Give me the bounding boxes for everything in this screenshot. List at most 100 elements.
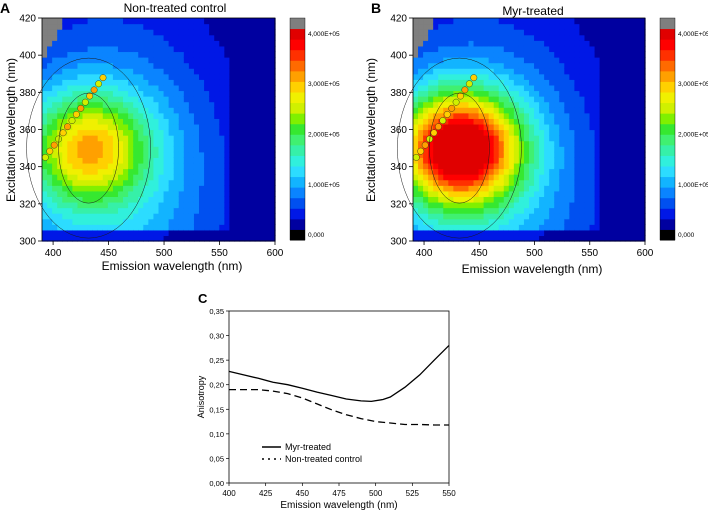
heatmap-cell bbox=[534, 29, 540, 36]
heatmap-cell bbox=[614, 18, 621, 25]
heatmap-cell bbox=[513, 218, 520, 225]
heatmap-cell bbox=[42, 201, 48, 209]
heatmap-cell bbox=[188, 179, 195, 186]
heatmap-cell bbox=[483, 96, 490, 103]
heatmap-cell bbox=[604, 123, 611, 131]
heatmap-cell bbox=[188, 146, 195, 153]
heatmap-cell bbox=[428, 23, 434, 30]
heatmap-cell bbox=[478, 51, 485, 58]
heatmap-cell bbox=[629, 196, 636, 203]
heatmap-cell bbox=[188, 235, 195, 242]
heatmap-cell bbox=[47, 196, 53, 203]
heatmap-cell bbox=[138, 57, 144, 64]
heatmap-cell bbox=[259, 68, 266, 75]
heatmap-cell bbox=[224, 45, 231, 53]
heatmap-cell bbox=[259, 34, 266, 41]
heatmap-cell bbox=[488, 213, 495, 220]
heatmap-cell bbox=[92, 157, 99, 164]
heatmap-cell bbox=[234, 101, 241, 108]
heatmap-cell bbox=[153, 151, 160, 158]
heatmap-cell bbox=[529, 196, 535, 203]
heatmap-cell bbox=[67, 79, 73, 86]
heatmap-cell bbox=[163, 18, 170, 25]
heatmap-cell bbox=[619, 123, 626, 131]
heatmap-cell bbox=[574, 151, 581, 158]
heatmap-cell bbox=[133, 73, 139, 80]
heatmap-cell bbox=[168, 129, 175, 136]
heatmap-cell bbox=[72, 68, 79, 75]
heatmap-cell bbox=[249, 40, 256, 47]
heatmap-cell bbox=[244, 118, 251, 125]
heatmap-cell bbox=[594, 151, 601, 158]
heatmap-cell bbox=[254, 96, 261, 103]
heatmap-cell bbox=[589, 96, 596, 103]
heatmap-cell bbox=[97, 40, 104, 47]
heatmap-cell bbox=[269, 146, 276, 153]
heatmap-cell bbox=[199, 201, 205, 209]
heatmap-cell bbox=[418, 190, 424, 197]
heatmap-cell bbox=[418, 179, 424, 186]
heatmap-cell bbox=[112, 45, 119, 53]
heatmap-cell bbox=[529, 62, 535, 69]
heatmap-cell bbox=[259, 146, 266, 153]
heatmap-cell bbox=[62, 185, 68, 192]
heatmap-cell bbox=[629, 34, 636, 41]
heatmap-cell bbox=[254, 107, 261, 114]
heatmap-cell bbox=[102, 62, 109, 69]
heatmap-cell bbox=[498, 101, 505, 108]
heatmap-cell bbox=[229, 123, 236, 131]
heatmap-cell bbox=[133, 57, 139, 64]
heatmap-cell bbox=[138, 151, 144, 158]
heatmap-cell bbox=[629, 118, 636, 125]
heatmap-cell bbox=[209, 185, 215, 192]
heatmap-cell bbox=[219, 151, 225, 158]
heatmap-cell bbox=[453, 112, 459, 119]
heatmap-cell bbox=[574, 196, 581, 203]
heatmap-cell bbox=[77, 118, 84, 125]
heatmap-cell bbox=[204, 146, 210, 153]
heatmap-cell bbox=[483, 62, 490, 69]
heatmap-cell bbox=[554, 90, 560, 97]
heatmap-cell bbox=[478, 68, 485, 75]
heatmap-cell bbox=[158, 213, 165, 220]
heatmap-cell bbox=[254, 57, 261, 64]
heatmap-cell bbox=[209, 207, 215, 214]
heatmap-cell bbox=[433, 174, 439, 181]
heatmap-cell bbox=[599, 79, 606, 86]
heatmap-cell bbox=[438, 96, 444, 103]
heatmap-cell bbox=[224, 51, 231, 58]
heatmap-cell bbox=[193, 174, 200, 181]
heatmap-cell bbox=[143, 135, 149, 142]
heatmap-cell bbox=[534, 112, 540, 119]
heatmap-cell bbox=[443, 79, 449, 86]
heatmap-cell bbox=[443, 40, 449, 47]
heatmap-cell bbox=[554, 45, 560, 53]
heatmap-cell bbox=[513, 151, 520, 158]
heatmap-cell bbox=[97, 224, 104, 231]
heatmap-cell bbox=[204, 23, 210, 30]
heatmap-cell bbox=[153, 29, 160, 36]
heatmap-cell bbox=[143, 57, 149, 64]
heatmap-cell bbox=[508, 101, 515, 108]
heatmap-cell bbox=[173, 185, 180, 192]
heatmap-cell bbox=[594, 101, 601, 108]
heatmap-cell bbox=[534, 129, 540, 136]
heatmap-cell bbox=[523, 45, 530, 53]
heatmap-cell bbox=[453, 196, 459, 203]
heatmap-cell bbox=[483, 151, 490, 158]
heatmap-cell bbox=[47, 40, 53, 47]
heatmap-cell bbox=[87, 29, 94, 36]
heatmap-cell bbox=[619, 151, 626, 158]
heatmap-cell bbox=[224, 146, 231, 153]
heatmap-cell bbox=[254, 179, 261, 186]
heatmap-cell bbox=[413, 107, 419, 114]
heatmap-cell bbox=[614, 57, 621, 64]
heatmap-cell bbox=[77, 23, 84, 30]
heatmap-cell bbox=[183, 162, 190, 170]
heatmap-cell bbox=[158, 96, 165, 103]
heatmap-cell bbox=[639, 62, 646, 69]
heatmap-cell bbox=[639, 96, 646, 103]
heatmap-cell bbox=[554, 51, 560, 58]
heatmap-cell bbox=[123, 190, 129, 197]
